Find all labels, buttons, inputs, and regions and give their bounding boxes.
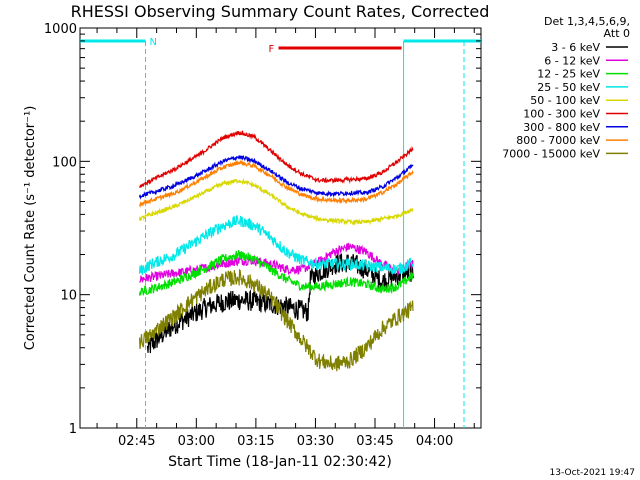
footer-timestamp: 13-Oct-2021 19:47 [550,468,635,478]
legend-label: 12 - 25 keV [537,68,600,81]
legend-label: 7000 - 15000 keV [502,147,600,160]
x-tick-label: 04:00 [416,434,453,449]
series-line [139,154,414,200]
series-line [139,159,414,208]
y-tick-label: 10 [60,289,77,304]
y-tick-label: 100 [52,155,77,170]
series-line [139,215,414,275]
legend-label: 6 - 12 keV [544,54,600,67]
x-axis-label: Start Time (18-Jan-11 02:30:42) [168,454,392,470]
flare-label: F [269,44,275,55]
night-label: N [150,37,157,48]
y-tick-label: 1 [69,422,77,437]
legend-label: 100 - 300 keV [523,108,600,121]
legend-label: 800 - 7000 keV [516,134,600,147]
series-line [139,130,414,188]
legend-label: 50 - 100 keV [530,94,600,107]
x-tick-label: 02:45 [118,434,155,449]
series-line [139,178,414,226]
series-line [139,268,414,372]
x-tick-label: 03:15 [237,434,274,449]
plot-frame [79,27,482,429]
x-tick-label: 03:30 [297,434,334,449]
series-line [146,253,414,354]
x-tick-label: 03:45 [356,434,393,449]
chart-title: RHESSI Observing Summary Count Rates, Co… [71,2,490,21]
series-line [139,249,414,296]
legend-label: 300 - 800 keV [523,121,600,134]
y-tick-label: 1000 [44,22,77,37]
series-line [139,242,414,284]
y-axis-label: Corrected Count Rate (s⁻¹ detector⁻¹) [23,106,38,351]
series-layer [139,130,414,372]
legend-label: 3 - 6 keV [551,41,600,54]
legend-label: 25 - 50 keV [537,81,600,94]
x-tick-label: 03:00 [178,434,215,449]
instrument-state-layer: NF [80,37,481,428]
legend-header-line-1: Det 1,3,4,5,6,9, [544,15,630,28]
axis-ticks: 1 10 100 1000 02:45 03:00 03:15 03:30 03:45 04:00 [44,22,481,449]
legend-header-line-2: Att 0 [604,27,630,40]
